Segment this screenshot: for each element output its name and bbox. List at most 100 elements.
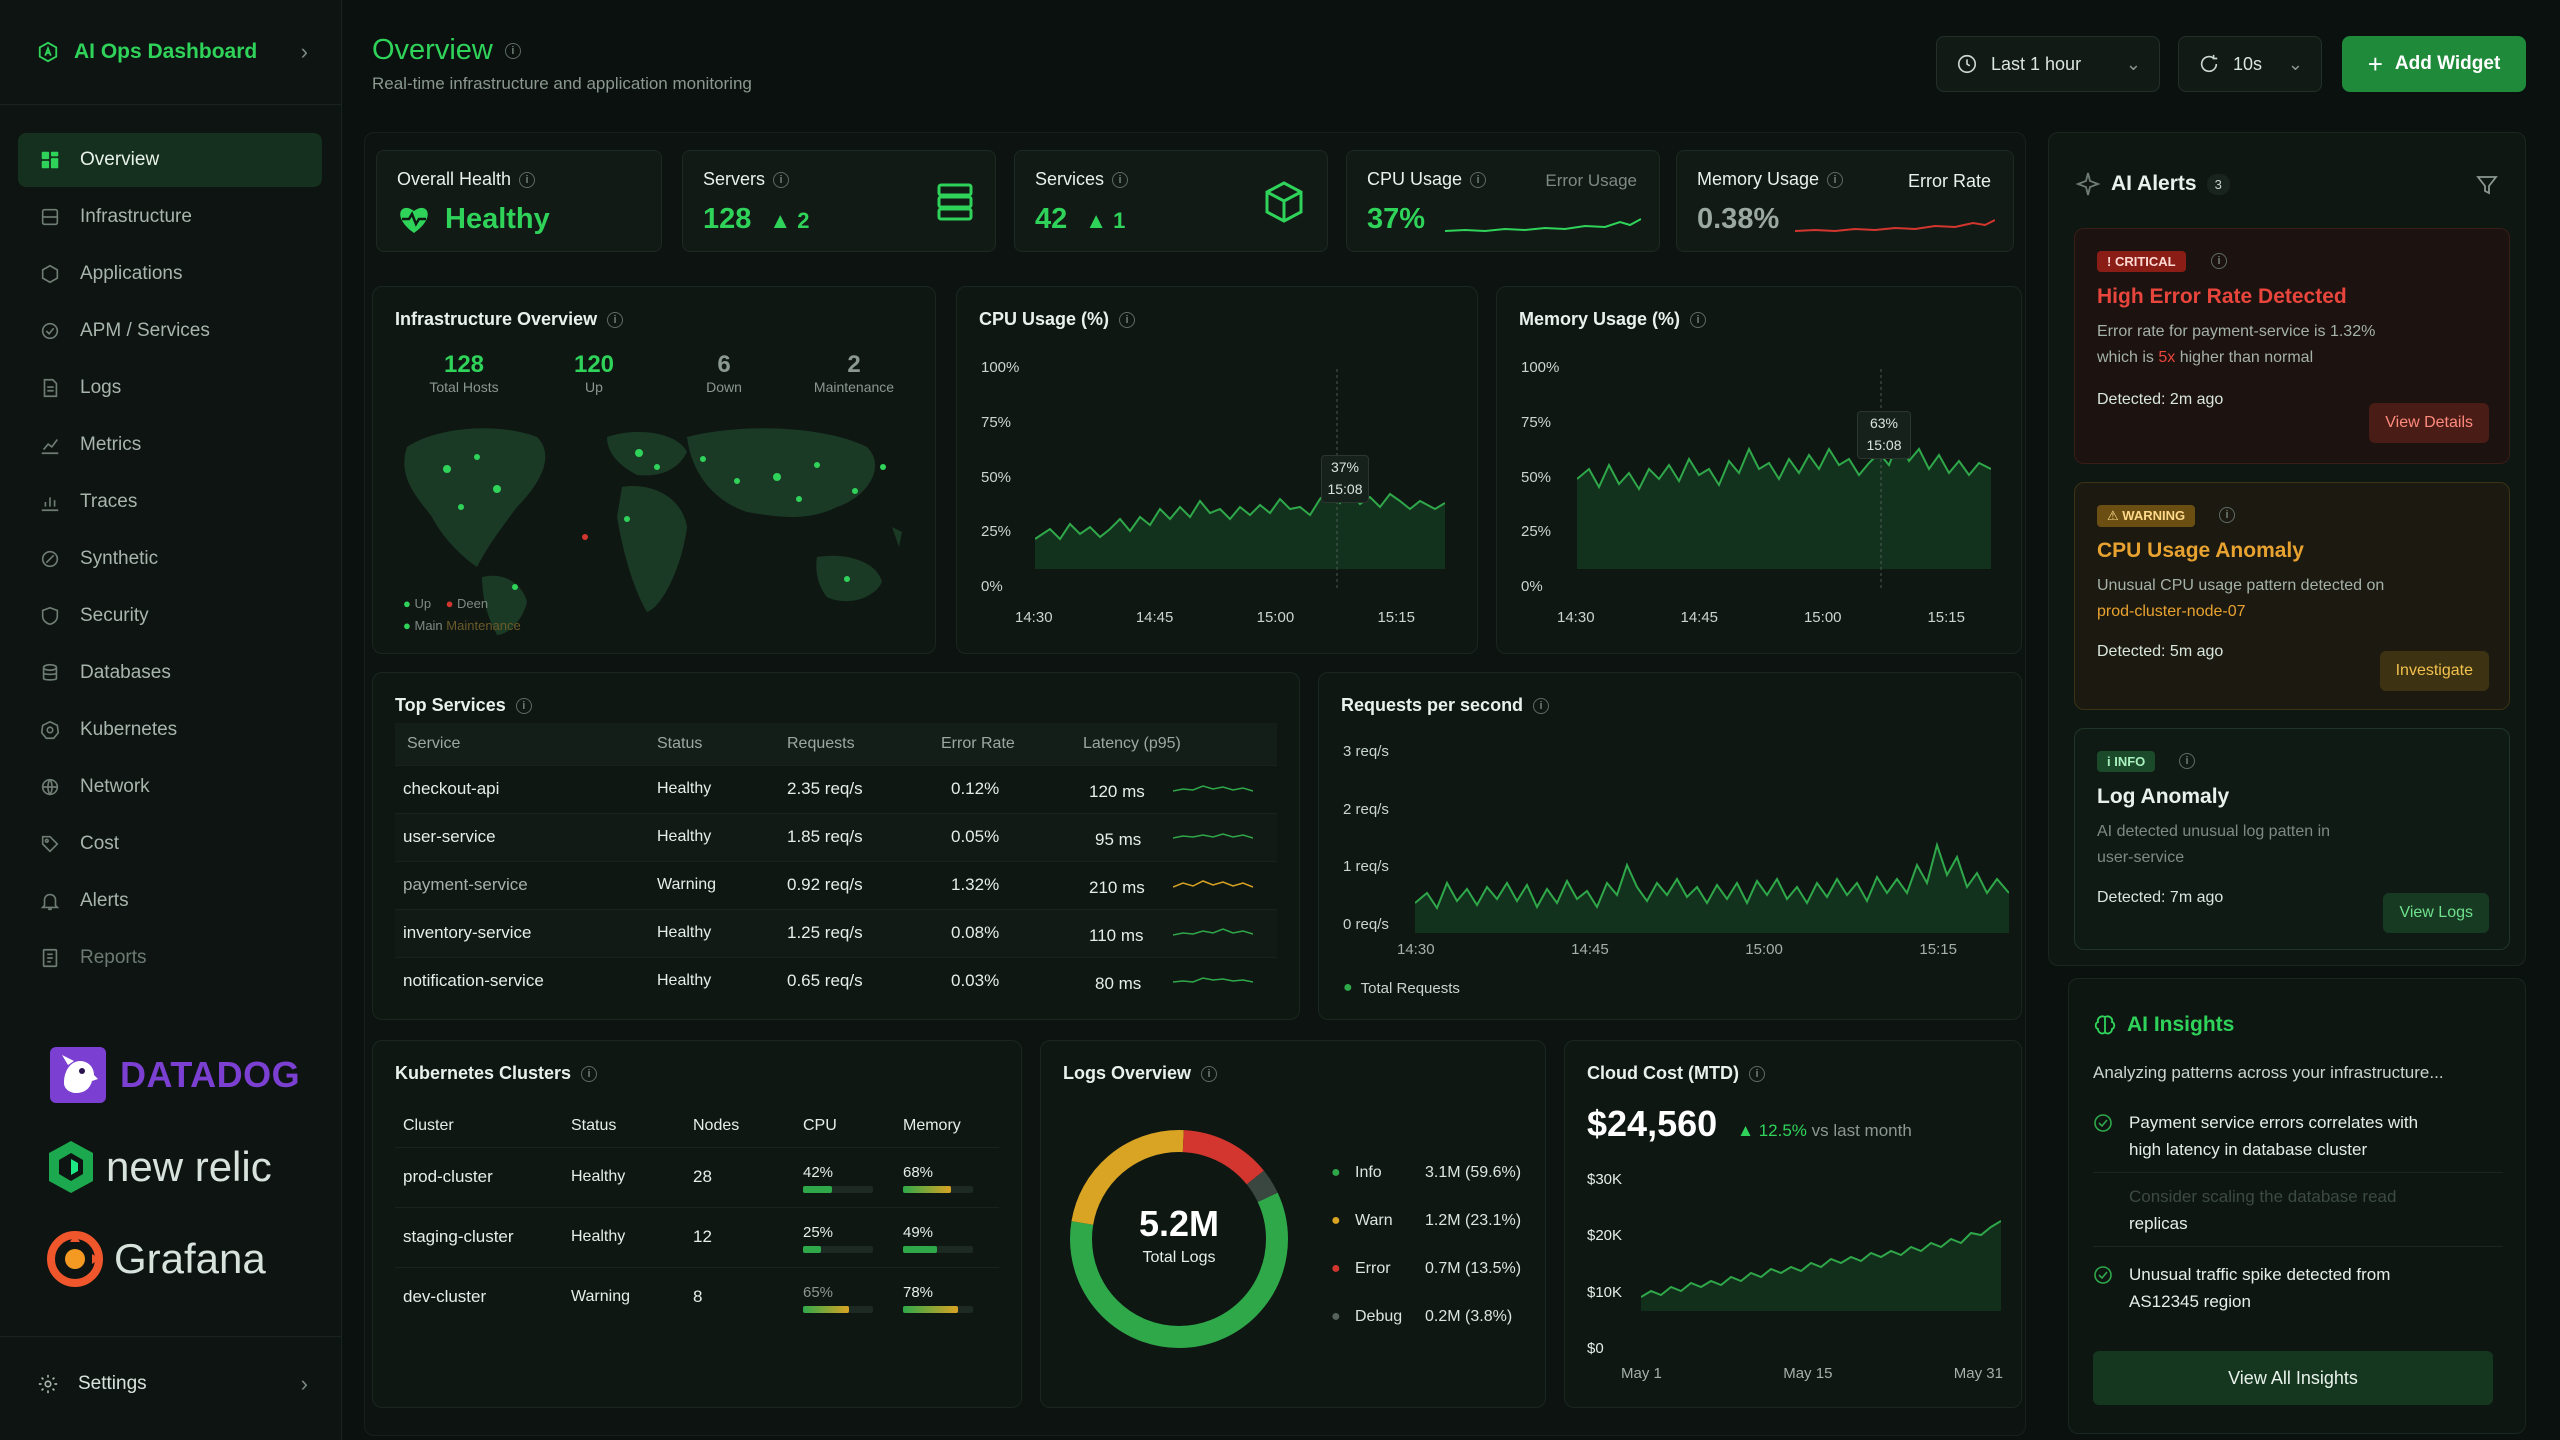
info-icon[interactable]: i: [1470, 171, 1487, 188]
sidebar-item-applications[interactable]: Applications: [18, 247, 322, 301]
info-icon[interactable]: i: [1112, 171, 1129, 188]
view-details-button[interactable]: View Details: [2369, 403, 2489, 443]
legend-label: Total Requests: [1360, 979, 1460, 997]
column-header[interactable]: Memory: [903, 1116, 961, 1134]
refresh-icon: [2197, 52, 2221, 76]
overall-health-card[interactable]: Overall Health i Healthy: [376, 150, 662, 252]
panel-title-text: CPU Usage (%): [979, 309, 1110, 329]
sidebar-item-apm[interactable]: APM / Services: [18, 304, 322, 358]
table-row[interactable]: user-service Healthy 1.85 req/s 0.05% 95…: [395, 812, 1277, 861]
info-icon[interactable]: i: [607, 311, 624, 328]
info-icon[interactable]: i: [2211, 253, 2227, 269]
card-label: Memory Usage i: [1697, 169, 1844, 190]
alert-warning[interactable]: ⚠ WARNING i CPU Usage Anomaly Unusual CP…: [2074, 482, 2510, 710]
cpu-line-chart[interactable]: [1035, 369, 1445, 591]
info-icon[interactable]: i: [1119, 311, 1136, 328]
table-row[interactable]: dev-cluster Warning 8 65% 78%: [395, 1266, 999, 1327]
insight-item[interactable]: Consider scaling the database read replic…: [2093, 1183, 2503, 1247]
sidebar-item-metrics[interactable]: Metrics: [18, 418, 322, 472]
info-icon[interactable]: i: [1201, 1065, 1218, 1082]
sidebar-item-label: Network: [80, 776, 150, 797]
sidebar-item-synthetic[interactable]: Synthetic: [18, 532, 322, 586]
sidebar-item-logs[interactable]: Logs: [18, 361, 322, 415]
column-header[interactable]: Requests: [787, 723, 941, 765]
cost-line-chart[interactable]: [1641, 1211, 2001, 1321]
info-icon[interactable]: i: [504, 42, 521, 59]
info-icon[interactable]: i: [515, 697, 532, 714]
alert-info[interactable]: i INFO i Log Anomaly AI detected unusual…: [2074, 728, 2510, 950]
sidebar-item-traces[interactable]: Traces: [18, 475, 322, 529]
legend-main: Main: [414, 618, 443, 633]
top-services-panel: Top Services i Service Status Requests Er…: [372, 672, 1300, 1020]
sidebar-item-alerts[interactable]: Alerts: [18, 874, 322, 928]
info-icon[interactable]: i: [1690, 311, 1707, 328]
chevron-down-icon: ⌄: [2287, 53, 2303, 74]
ai-logo-icon: [36, 40, 60, 64]
column-header[interactable]: Nodes: [693, 1116, 740, 1134]
column-header[interactable]: Service: [395, 723, 657, 765]
sidebar-item-reports[interactable]: Reports: [18, 931, 322, 985]
column-header[interactable]: Latency (p95): [1083, 723, 1277, 765]
info-icon[interactable]: i: [519, 171, 536, 188]
sidebar-nav: Overview Infrastructure Applications APM…: [18, 133, 322, 988]
legend-label: Warn: [1355, 1212, 1393, 1229]
memory-bar-fill: [903, 1245, 938, 1253]
service-name: user-service: [395, 812, 657, 861]
time-range-select[interactable]: Last 1 hour ⌄: [1936, 36, 2160, 92]
brand[interactable]: AI Ops Dashboard ›: [36, 36, 308, 68]
sidebar-item-infrastructure[interactable]: Infrastructure: [18, 190, 322, 244]
settings-button[interactable]: Settings ›: [36, 1364, 308, 1404]
table-row[interactable]: payment-service Warning 0.92 req/s 1.32%…: [395, 860, 1277, 909]
info-icon[interactable]: i: [2219, 507, 2235, 523]
sidebar-item-databases[interactable]: Databases: [18, 646, 322, 700]
column-header[interactable]: Status: [571, 1116, 617, 1134]
page-subtitle: Real-time infrastructure and application…: [372, 74, 752, 93]
settings-label: Settings: [78, 1373, 147, 1394]
alert-critical[interactable]: ! CRITICAL i High Error Rate Detected Er…: [2074, 228, 2510, 464]
view-logs-button[interactable]: View Logs: [2383, 893, 2489, 933]
sidebar-item-network[interactable]: Network: [18, 760, 322, 814]
table-row[interactable]: staging-cluster Healthy 12 25% 49%: [395, 1206, 999, 1267]
sidebar-item-cost[interactable]: Cost: [18, 817, 322, 871]
filter-icon[interactable]: [2475, 173, 2499, 197]
donut-slice-info[interactable]: [1070, 1130, 1288, 1348]
table-row[interactable]: inventory-service Healthy 1.25 req/s 0.0…: [395, 908, 1277, 957]
donut-slice-warn[interactable]: [1070, 1130, 1288, 1348]
add-widget-button[interactable]: + Add Widget: [2342, 36, 2526, 92]
info-icon[interactable]: i: [1827, 171, 1844, 188]
sidebar-item-security[interactable]: Security: [18, 589, 322, 643]
table-row[interactable]: notification-service Healthy 0.65 req/s …: [395, 956, 1277, 1005]
world-map[interactable]: [387, 407, 927, 639]
refresh-interval-select[interactable]: 10s ⌄: [2178, 36, 2322, 92]
memory-usage-card[interactable]: Memory Usage i Error Rate 0.38%: [1676, 150, 2014, 252]
chevron-right-icon[interactable]: ›: [300, 39, 308, 64]
column-header[interactable]: Status: [657, 723, 787, 765]
synthetic-icon: [38, 547, 62, 571]
sidebar-item-kubernetes[interactable]: Kubernetes: [18, 703, 322, 757]
services-table: Service Status Requests Error Rate Laten…: [395, 723, 1277, 1005]
table-row[interactable]: checkout-api Healthy 2.35 req/s 0.12% 12…: [395, 764, 1277, 813]
sidebar-item-overview[interactable]: Overview: [18, 133, 322, 187]
insight-item[interactable]: Unusual traffic spike detected from AS123…: [2093, 1261, 2503, 1325]
insight-item[interactable]: Payment service errors correlates with hi…: [2093, 1109, 2503, 1173]
info-icon[interactable]: i: [1533, 697, 1550, 714]
table-row[interactable]: prod-cluster Healthy 28 42% 68%: [395, 1146, 999, 1207]
info-icon[interactable]: i: [581, 1065, 598, 1082]
column-header[interactable]: Error Rate: [941, 723, 1083, 765]
cpu-usage-card[interactable]: CPU Usage i Error Usage 37%: [1346, 150, 1660, 252]
rps-line-chart[interactable]: [1415, 783, 2009, 943]
services-card[interactable]: Services i 42 ▲ 1: [1014, 150, 1328, 252]
info-icon[interactable]: i: [1748, 1065, 1765, 1082]
servers-card[interactable]: Servers i 128 ▲ 2: [682, 150, 996, 252]
divider: [0, 104, 342, 105]
logs-donut-chart[interactable]: [1065, 1125, 1293, 1353]
info-icon[interactable]: i: [2179, 753, 2195, 769]
view-all-insights-button[interactable]: View All Insights: [2093, 1351, 2493, 1405]
column-header[interactable]: Cluster: [403, 1116, 454, 1134]
column-header[interactable]: CPU: [803, 1116, 837, 1134]
x-tick: 14:45: [1135, 609, 1174, 626]
investigate-button[interactable]: Investigate: [2379, 651, 2489, 691]
newrelic-hex-icon: [49, 1141, 93, 1193]
memory-line-chart[interactable]: [1577, 369, 1991, 591]
info-icon[interactable]: i: [773, 171, 790, 188]
